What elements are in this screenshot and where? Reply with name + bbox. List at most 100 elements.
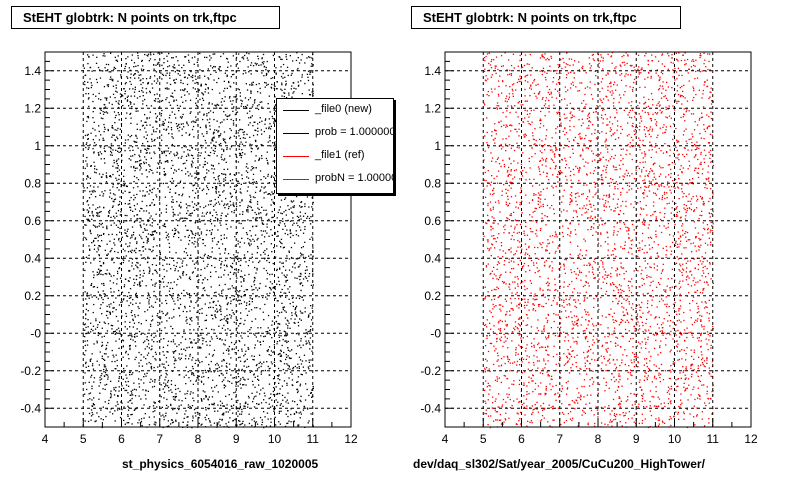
scatter-point [270, 229, 272, 231]
scatter-point [545, 389, 547, 391]
scatter-point [151, 231, 154, 233]
scatter-point [205, 84, 207, 86]
scatter-point [299, 411, 302, 413]
scatter-point [117, 167, 119, 169]
scatter-point [208, 112, 210, 114]
scatter-point [205, 213, 207, 215]
scatter-point [257, 327, 259, 329]
scatter-point [202, 340, 204, 342]
scatter-point [154, 113, 157, 115]
scatter-point [105, 99, 108, 101]
scatter-point [146, 124, 148, 126]
scatter-point [152, 172, 154, 174]
scatter-point [150, 363, 152, 365]
scatter-point [107, 310, 109, 313]
scatter-point [113, 215, 115, 217]
scatter-point [112, 186, 114, 188]
scatter-point [255, 336, 257, 338]
scatter-point [276, 235, 278, 237]
scatter-point [266, 278, 268, 280]
scatter-point [249, 84, 251, 86]
scatter-point [289, 368, 291, 370]
scatter-point [154, 59, 156, 61]
scatter-point [140, 323, 142, 325]
scatter-point [141, 208, 143, 210]
scatter-point [217, 196, 220, 198]
scatter-point [120, 301, 122, 303]
scatter-point [103, 147, 105, 149]
scatter-point [188, 93, 190, 95]
scatter-point [155, 296, 157, 298]
scatter-point [257, 247, 259, 249]
scatter-point [159, 259, 161, 261]
scatter-point [113, 387, 115, 389]
scatter-point [517, 323, 520, 325]
scatter-point [151, 305, 153, 307]
scatter-point [256, 201, 259, 203]
scatter-point [500, 125, 503, 128]
scatter-point [115, 390, 117, 392]
scatter-point [152, 234, 154, 236]
scatter-point [296, 403, 298, 406]
scatter-point [308, 368, 310, 370]
scatter-point [107, 84, 110, 86]
scatter-point [119, 416, 122, 419]
scatter-point [157, 52, 159, 54]
scatter-point [146, 336, 148, 338]
scatter-point [95, 320, 97, 322]
scatter-point [160, 100, 163, 102]
scatter-point [153, 80, 156, 82]
scatter-point [84, 134, 87, 137]
scatter-point [660, 324, 663, 326]
scatter-point [97, 213, 99, 215]
scatter-point [124, 67, 126, 70]
scatter-point [174, 71, 176, 73]
scatter-point [242, 211, 244, 213]
scatter-point [254, 307, 256, 309]
scatter-point [105, 111, 108, 113]
scatter-point [251, 370, 253, 372]
scatter-point [161, 73, 164, 75]
scatter-point [202, 188, 205, 190]
scatter-point [292, 421, 295, 423]
scatter-point [258, 366, 260, 369]
scatter-point [301, 206, 303, 208]
scatter-point [109, 175, 111, 177]
scatter-point [117, 112, 119, 114]
scatter-point [250, 240, 252, 242]
scatter-point [191, 365, 194, 368]
scatter-point [134, 336, 136, 338]
scatter-point [182, 82, 184, 85]
scatter-point [188, 294, 191, 296]
scatter-point [291, 96, 293, 98]
scatter-point [127, 71, 129, 73]
scatter-point [271, 363, 273, 365]
scatter-point [115, 297, 117, 299]
scatter-point [116, 257, 118, 259]
scatter-point [288, 322, 290, 324]
scatter-point [122, 95, 124, 97]
scatter-point [307, 79, 310, 82]
scatter-point [238, 130, 240, 132]
scatter-point [209, 151, 212, 154]
scatter-point [199, 412, 201, 415]
scatter-point [86, 142, 88, 144]
scatter-point [115, 405, 117, 407]
scatter-point [252, 65, 255, 67]
scatter-point [134, 153, 136, 156]
scatter-point [138, 378, 140, 380]
scatter-point [174, 113, 176, 115]
scatter-point [234, 352, 236, 354]
scatter-point [152, 249, 154, 252]
scatter-point [173, 235, 175, 238]
scatter-point [187, 171, 189, 173]
scatter-point [683, 147, 685, 149]
scatter-point [190, 215, 192, 217]
scatter-point [141, 60, 143, 62]
scatter-point [243, 361, 246, 363]
scatter-point [229, 271, 232, 273]
scatter-point [240, 156, 242, 159]
scatter-point [180, 348, 182, 350]
scatter-point [254, 196, 256, 199]
scatter-point [86, 187, 88, 189]
